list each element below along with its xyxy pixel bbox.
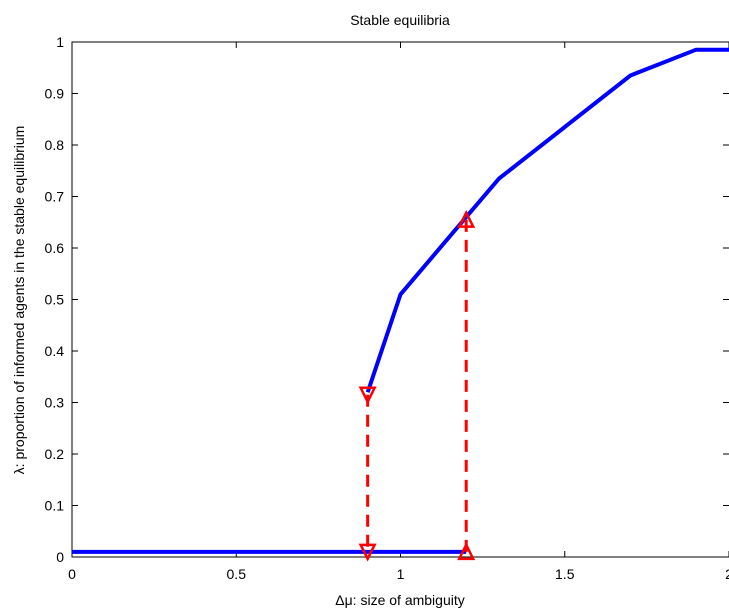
labels: Stable equilibria Δμ: size of ambiguity … (11, 12, 465, 608)
x-tick-label: 2 (725, 566, 729, 582)
chart-title: Stable equilibria (350, 12, 450, 28)
x-tick-label: 1 (397, 566, 405, 582)
arrow-marker (457, 542, 476, 561)
arrow-marker (358, 386, 377, 405)
x-tick-label: 1.5 (555, 566, 575, 582)
x-tick-label: 0.5 (227, 566, 247, 582)
y-tick-label: 1 (56, 34, 64, 50)
x-axis-label: Δμ: size of ambiguity (335, 592, 464, 608)
arrow-marker (457, 209, 476, 228)
y-tick-label: 0 (56, 549, 64, 565)
x-tick-label: 0 (68, 566, 76, 582)
y-tick-label: 0.6 (45, 240, 65, 256)
y-tick-label: 0.8 (45, 137, 65, 153)
y-axis-label: λ: proportion of informed agents in the … (11, 126, 27, 475)
y-tick-label: 0.7 (45, 189, 65, 205)
y-tick-label: 0.1 (45, 498, 65, 514)
plot-area (72, 47, 729, 562)
axes: 0 0.5 1 1.5 2 0 0.1 0.2 0.3 0.4 0.5 0.6 0.7 0.8 0.9 1 (45, 34, 729, 582)
y-tick-label: 0.9 (45, 86, 65, 102)
y-tick-label: 0.3 (45, 395, 65, 411)
y-tick-label: 0.2 (45, 446, 65, 462)
series-line (365, 47, 729, 393)
y-tick-label: 0.5 (45, 292, 65, 308)
arrow-marker (358, 543, 377, 562)
y-tick-label: 0.4 (45, 343, 65, 359)
